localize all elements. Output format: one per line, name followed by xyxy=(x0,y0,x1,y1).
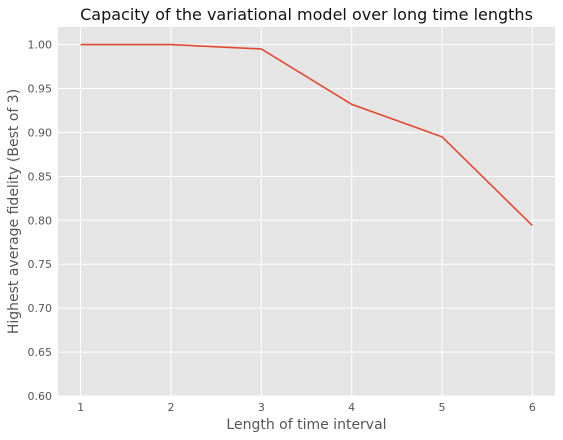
y-tick-label: 0.65 xyxy=(28,346,53,359)
x-axis-label: Length of time interval xyxy=(226,417,386,433)
x-tick-label: 6 xyxy=(529,401,536,414)
x-tick-label: 1 xyxy=(77,401,84,414)
y-tick-label: 0.90 xyxy=(28,126,53,139)
y-tick-label: 0.95 xyxy=(28,83,53,96)
x-tick-label: 3 xyxy=(258,401,265,414)
y-tick-label: 0.70 xyxy=(28,302,53,315)
tick-labels: 1 2 3 4 5 6 0.60 0.65 0.70 0.75 0.80 0.85 0.90 0.95 1.… xyxy=(28,39,536,414)
y-tick-label: 0.75 xyxy=(28,258,53,271)
series-layer xyxy=(80,43,533,227)
chart-title: Capacity of the variational model over l… xyxy=(80,5,533,24)
plot-area xyxy=(58,27,555,396)
y-tick-label: 0.85 xyxy=(28,170,53,183)
x-tick-label: 5 xyxy=(439,401,446,414)
x-tick-label: 2 xyxy=(167,401,174,414)
y-axis-label: Highest average fidelity (Best of 3) xyxy=(6,89,22,334)
grid xyxy=(58,27,555,397)
y-tick-label: 0.60 xyxy=(28,390,53,403)
y-tick-label: 1.00 xyxy=(28,39,53,52)
y-tick-label: 0.80 xyxy=(28,214,53,227)
series-line-1 xyxy=(80,43,533,227)
x-tick-label: 4 xyxy=(348,401,355,414)
